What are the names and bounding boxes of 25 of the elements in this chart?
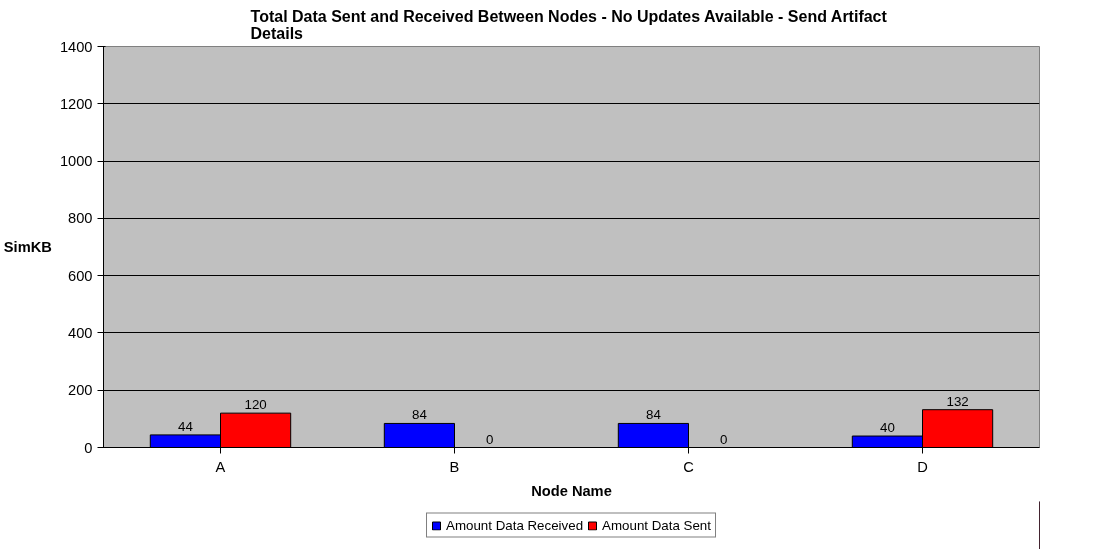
x-tick-label: C	[683, 458, 695, 475]
y-tick-label: 0	[84, 439, 93, 456]
y-axis-title: SimKB	[3, 239, 52, 255]
data-label: 0	[485, 431, 494, 447]
chart-title: Total Data Sent and Received Between Nodes - No Updates Available - Send Artifact Details	[250, 7, 888, 42]
data-label: 132	[946, 393, 969, 409]
y-tick-label: 400	[68, 324, 93, 341]
data-label: 84	[411, 407, 428, 423]
y-tick-label: 1000	[59, 153, 93, 170]
x-tick-label: D	[917, 458, 928, 475]
data-label: 44	[177, 418, 194, 434]
y-tick-label: 800	[68, 210, 93, 227]
data-label: 84	[645, 407, 662, 423]
y-tick-label: 1400	[59, 38, 93, 55]
y-tick-label: 1200	[59, 95, 93, 112]
y-tick-label: 600	[68, 267, 93, 284]
data-label: 0	[719, 431, 728, 447]
legend-label: Amount Data Received	[446, 517, 584, 533]
x-tick-label: B	[449, 458, 460, 475]
data-label: 40	[879, 420, 895, 436]
x-tick-label: A	[215, 458, 226, 475]
legend-label: Amount Data Sent	[602, 517, 711, 533]
y-tick-label: 200	[68, 382, 93, 399]
x-axis-title: Node Name	[531, 482, 612, 499]
data-label: 120	[244, 397, 267, 413]
